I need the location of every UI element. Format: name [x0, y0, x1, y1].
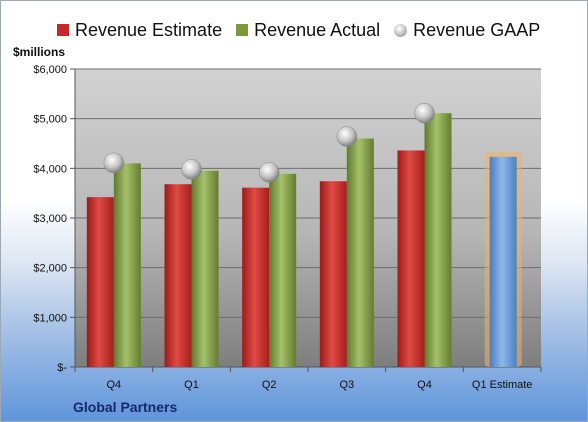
x-axis-ticks: Q4 Q1 Q2 Q3 Q4 Q1 Estimate: [74, 367, 542, 391]
legend-item-gaap: Revenue GAAP: [394, 20, 540, 41]
legend-swatch-gaap: [394, 23, 408, 37]
estimate-bar: [86, 197, 114, 367]
y-axis-unit-label: $millions: [13, 45, 66, 59]
x-tick-label: Q4: [106, 379, 121, 391]
estimate-bar: [164, 184, 192, 367]
x-tick-label: Q2: [262, 379, 277, 391]
legend-label-gaap: Revenue GAAP: [413, 19, 541, 40]
legend-item-estimate: Revenue Estimate: [57, 20, 222, 41]
legend-swatch-actual: [236, 24, 249, 36]
actual-bar: [346, 138, 374, 367]
estimate-bar: [319, 181, 347, 367]
x-tick-label: Q3: [339, 379, 354, 391]
actual-bar: [424, 113, 452, 367]
y-tick-label: $2,000: [33, 263, 67, 275]
estimate-bar: [242, 187, 270, 367]
bars: [86, 113, 522, 367]
y-tick-label: $6,000: [33, 64, 67, 76]
gaap-point: [258, 162, 280, 183]
y-tick-label: $3,000: [33, 213, 67, 225]
y-tick-label: $4,000: [33, 163, 67, 175]
gaap-point: [414, 102, 435, 124]
estimate-bar: [397, 150, 425, 367]
legend: Revenue Estimate Revenue Actual Revenue …: [57, 19, 554, 41]
gaap-point: [336, 126, 358, 147]
x-tick-label: Q4: [417, 379, 432, 391]
gaap-point: [103, 152, 125, 174]
x-tick-label: Q1: [184, 379, 199, 391]
y-axis-ticks: $- $1,000 $2,000 $3,000 $4,000 $5,000 $6,000: [33, 64, 76, 374]
x-tick-label: Q1 Estimate: [472, 379, 533, 391]
legend-item-actual: Revenue Actual: [236, 20, 380, 41]
forecast-bar: [489, 156, 517, 367]
legend-swatch-estimate: [57, 24, 69, 36]
actual-bar: [269, 173, 297, 367]
legend-label-actual: Revenue Actual: [254, 19, 381, 40]
gaap-points: [103, 102, 435, 183]
gaap-point: [181, 159, 202, 180]
company-name: Global Partners: [73, 399, 178, 415]
actual-bar: [191, 170, 219, 367]
y-tick-label: $5,000: [33, 114, 67, 126]
y-tick-label: $1,000: [33, 312, 67, 324]
y-tick-label: $-: [57, 362, 67, 374]
legend-label-estimate: Revenue Estimate: [75, 19, 223, 40]
actual-bar: [113, 163, 141, 367]
